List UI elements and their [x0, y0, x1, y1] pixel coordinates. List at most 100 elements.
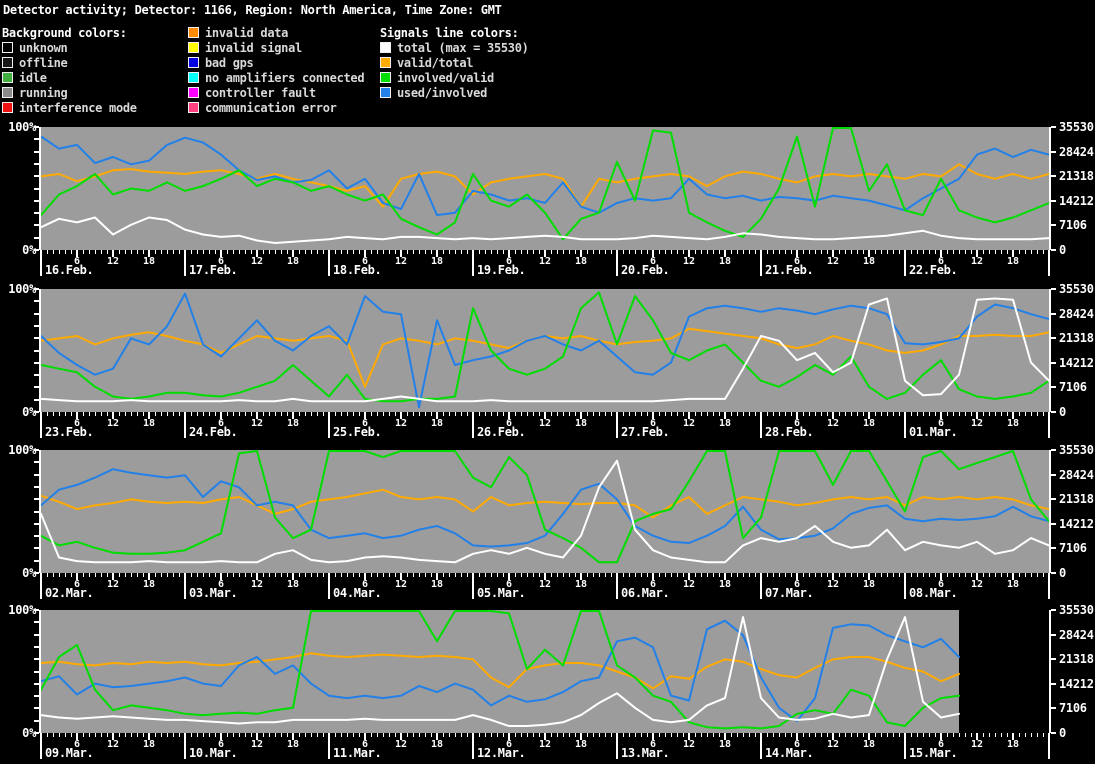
hour-tick: [887, 733, 888, 737]
hour-tick: [485, 733, 486, 737]
hour-tick: [743, 733, 744, 737]
hour-tick: [863, 573, 864, 577]
hour-tick: [593, 733, 594, 737]
hour-tick: [503, 733, 504, 737]
y-axis-left-tick: [34, 313, 39, 315]
hour-label: 6: [505, 256, 513, 267]
hour-tick: [719, 250, 720, 254]
hour-tick: [256, 250, 258, 257]
legend-swatch-bad-gps: [188, 57, 199, 68]
hour-tick: [508, 733, 510, 740]
hour-label: 6: [73, 579, 81, 590]
day-separator: [616, 733, 618, 759]
day-separator: [760, 573, 762, 599]
hour-tick: [695, 250, 696, 254]
hour-tick: [287, 733, 288, 737]
hour-tick: [563, 573, 564, 577]
hour-tick: [125, 412, 126, 416]
hour-tick: [881, 733, 882, 737]
hour-label: 12: [970, 256, 984, 267]
hour-tick: [533, 250, 534, 254]
hour-tick: [227, 733, 228, 737]
y-axis-label-0: 0%: [22, 405, 36, 419]
hour-tick: [917, 250, 918, 254]
y-axis-right-tick: [1051, 474, 1056, 476]
hour-tick: [377, 573, 378, 577]
hour-label: 18: [142, 256, 156, 267]
hour-tick: [611, 250, 612, 254]
y-axis-right-tick: [1051, 683, 1056, 685]
hour-tick: [71, 573, 72, 577]
hour-label: 12: [682, 739, 696, 750]
hour-tick: [479, 412, 480, 416]
hour-tick: [467, 250, 468, 254]
y-axis-left-tick: [34, 288, 39, 290]
hour-tick: [779, 412, 780, 416]
hour-tick: [125, 250, 126, 254]
hour-label: 12: [106, 579, 120, 590]
hour-label: 12: [682, 418, 696, 429]
day-separator: [184, 412, 186, 438]
hour-tick: [364, 250, 366, 257]
hour-tick: [539, 573, 540, 577]
hour-tick: [491, 250, 492, 254]
y-axis-right: [1049, 450, 1051, 573]
hour-tick: [137, 573, 138, 577]
hour-tick: [551, 573, 552, 577]
hour-tick: [341, 733, 342, 737]
hour-tick: [839, 733, 840, 737]
date-label: 12.Mar.: [477, 746, 526, 760]
hour-tick: [197, 250, 198, 254]
hour-tick: [233, 250, 234, 254]
hour-tick: [245, 412, 246, 416]
day-separator: [40, 412, 42, 438]
y-axis-left-tick: [34, 547, 39, 549]
hour-tick: [569, 250, 570, 254]
hour-tick: [425, 412, 426, 416]
hour-tick: [53, 733, 54, 737]
hour-tick: [1012, 733, 1014, 740]
hour-tick: [1043, 733, 1044, 737]
hour-tick: [635, 573, 636, 577]
hour-tick: [563, 733, 564, 737]
date-label: 09.Mar.: [45, 746, 94, 760]
hour-tick: [983, 573, 984, 577]
hour-tick: [845, 573, 846, 577]
hour-tick: [155, 250, 156, 254]
hour-tick: [796, 573, 798, 580]
hour-tick: [785, 250, 786, 254]
legend-label: interference mode: [19, 101, 137, 115]
date-label: 28.Feb.: [765, 425, 814, 439]
hour-tick: [461, 250, 462, 254]
hour-label: 6: [649, 256, 657, 267]
hour-tick: [155, 412, 156, 416]
hour-tick: [929, 733, 930, 737]
date-label: 27.Feb.: [621, 425, 670, 439]
hour-tick: [911, 733, 912, 737]
hour-tick: [209, 573, 210, 577]
y-axis-left-tick: [34, 350, 39, 352]
hour-tick: [755, 733, 756, 737]
legend-item-total-max-35530: total (max = 35530): [380, 41, 529, 56]
hour-tick: [413, 733, 414, 737]
hour-tick: [167, 412, 168, 416]
hour-label: 6: [361, 579, 369, 590]
date-label: 11.Mar.: [333, 746, 382, 760]
hour-tick: [767, 733, 768, 737]
hour-tick: [431, 573, 432, 577]
hour-tick: [353, 412, 354, 416]
hour-tick: [587, 412, 588, 416]
legend-swatch-communication-error: [188, 102, 199, 113]
signal-lines: [41, 291, 1049, 409]
hour-tick: [377, 250, 378, 254]
day-separator: [616, 573, 618, 599]
hour-tick: [449, 573, 450, 577]
y-axis-left-tick: [34, 300, 39, 302]
y-axis-left-tick: [34, 163, 39, 165]
hour-tick: [143, 250, 144, 254]
hour-tick: [881, 250, 882, 254]
hour-tick: [491, 733, 492, 737]
hour-label: 18: [1006, 256, 1020, 267]
hour-tick: [635, 733, 636, 737]
hour-tick: [95, 250, 96, 254]
